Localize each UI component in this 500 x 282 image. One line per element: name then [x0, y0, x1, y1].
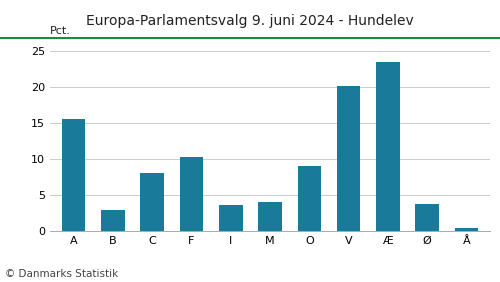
Bar [180, 157, 203, 231]
Text: © Danmarks Statistik: © Danmarks Statistik [5, 269, 118, 279]
Bar [454, 228, 478, 231]
Text: Pct.: Pct. [50, 26, 71, 36]
Bar [62, 119, 86, 231]
Bar [416, 204, 439, 231]
Bar [337, 86, 360, 231]
Bar [219, 204, 242, 231]
Bar [376, 61, 400, 231]
Bar [101, 210, 124, 231]
Text: Europa-Parlamentsvalg 9. juni 2024 - Hundelev: Europa-Parlamentsvalg 9. juni 2024 - Hun… [86, 14, 414, 28]
Bar [298, 166, 321, 231]
Bar [258, 202, 282, 231]
Bar [140, 173, 164, 231]
